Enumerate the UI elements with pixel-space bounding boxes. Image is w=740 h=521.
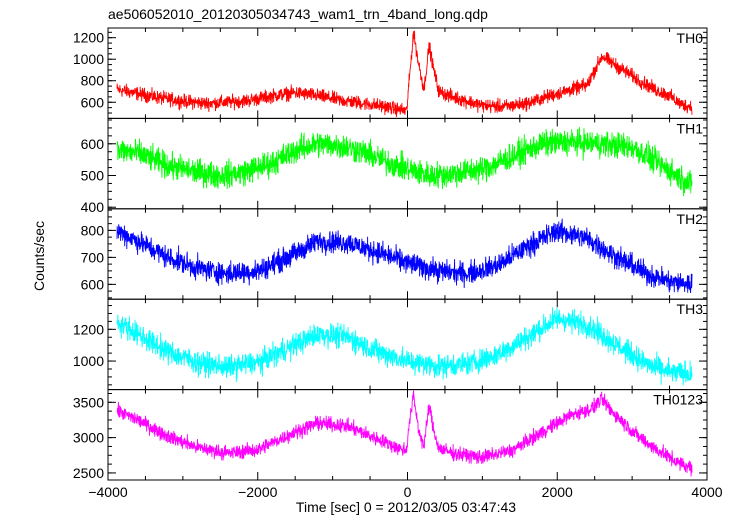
y-tick-label: 1200 bbox=[73, 321, 104, 337]
y-tick-label: 600 bbox=[81, 94, 105, 110]
chart-title: ae506052010_20120305034743_wam1_trn_4ban… bbox=[108, 6, 488, 22]
panel-th2: 600 700 800 TH2 bbox=[81, 208, 708, 300]
y-tick-label: 800 bbox=[81, 73, 105, 89]
x-tick-label: −2000 bbox=[238, 484, 278, 500]
panel-th0123: 2500 3000 3500 TH0123 bbox=[73, 389, 708, 481]
series-label-th0123: TH0123 bbox=[653, 392, 703, 408]
series-label-th3: TH3 bbox=[677, 301, 704, 317]
x-tick-label: 0 bbox=[404, 484, 412, 500]
y-tick-label: 400 bbox=[81, 199, 105, 215]
y-tick-label: 500 bbox=[81, 167, 105, 183]
y-tick-label: 800 bbox=[81, 222, 105, 238]
panels-group: 600 800 1000 1200 TH0 400 500 600 TH1 600 700 800 TH… bbox=[73, 27, 708, 481]
series-label-th1: TH1 bbox=[677, 120, 704, 136]
series-label-th0: TH0 bbox=[677, 30, 704, 46]
x-tick-label: 4000 bbox=[691, 484, 722, 500]
x-tick-label: −4000 bbox=[88, 484, 128, 500]
y-tick-label: 1000 bbox=[73, 51, 104, 67]
y-tick-label: 2500 bbox=[73, 465, 104, 481]
series-label-th2: TH2 bbox=[677, 211, 704, 227]
series-line-th0123 bbox=[116, 390, 693, 477]
y-axis-label: Counts/sec bbox=[31, 221, 47, 291]
y-tick-label: 600 bbox=[81, 276, 105, 292]
x-axis: −4000 −2000 0 2000 4000 bbox=[88, 484, 722, 500]
series-line-th0 bbox=[116, 30, 693, 118]
series-line-th3 bbox=[116, 307, 693, 386]
y-tick-label: 3500 bbox=[73, 394, 104, 410]
y-tick-label: 3000 bbox=[73, 430, 104, 446]
y-tick-label: 600 bbox=[81, 136, 105, 152]
series-line-th1 bbox=[116, 127, 693, 197]
series-line-th2 bbox=[116, 218, 693, 294]
y-tick-label: 1000 bbox=[73, 353, 104, 369]
y-tick-label: 700 bbox=[81, 249, 105, 265]
y-tick-label: 1200 bbox=[73, 30, 104, 46]
x-tick-label: 2000 bbox=[542, 484, 573, 500]
x-axis-label: Time [sec] 0 = 2012/03/05 03:47:43 bbox=[296, 499, 516, 515]
